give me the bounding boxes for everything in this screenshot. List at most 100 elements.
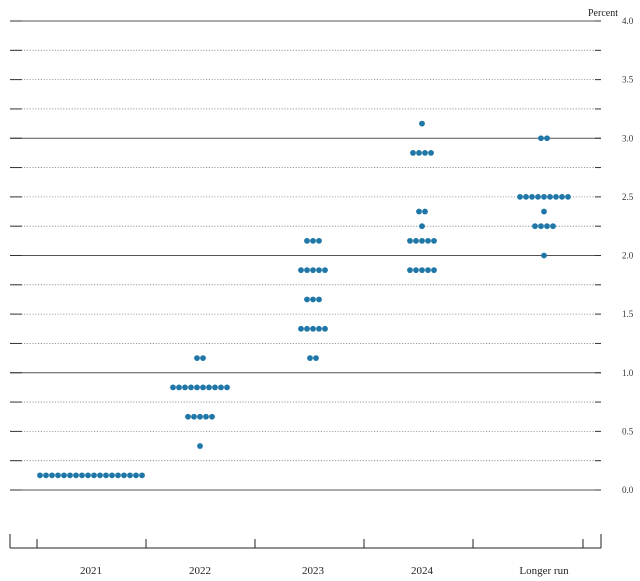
participant-dot <box>425 267 431 274</box>
participant-dot <box>419 237 425 244</box>
y-tick-label: 3.5 <box>622 75 634 85</box>
participant-dot <box>91 472 97 479</box>
participant-dot <box>565 193 571 200</box>
participant-dot <box>298 325 304 332</box>
participant-dot <box>541 193 547 200</box>
participant-dot <box>194 355 200 361</box>
participant-dot <box>413 237 419 244</box>
participant-dot <box>428 150 434 156</box>
x-category-label: 2024 <box>411 565 434 577</box>
participant-dot <box>410 150 416 156</box>
participant-dot <box>121 472 127 479</box>
y-tick-label: 0.5 <box>622 426 634 436</box>
participant-dot <box>535 193 541 200</box>
participant-dot <box>310 237 316 244</box>
participant-dot <box>206 384 212 391</box>
participant-dot <box>170 384 176 391</box>
participant-dot <box>133 472 139 479</box>
y-tick-label: 2.5 <box>622 192 634 202</box>
dot-series <box>37 120 571 479</box>
participant-dot <box>313 355 319 361</box>
participant-dot <box>419 267 425 274</box>
participant-dot <box>425 237 431 244</box>
y-tick-label: 0.0 <box>622 485 634 495</box>
participant-dot <box>553 193 559 200</box>
participant-dot <box>43 472 49 479</box>
x-category-label: 2021 <box>80 565 102 577</box>
participant-dot <box>61 472 67 479</box>
participant-dot <box>310 325 316 332</box>
participant-dot <box>49 472 55 479</box>
participant-dot <box>200 384 206 391</box>
participant-dot <box>431 237 437 244</box>
participant-dot <box>79 472 85 479</box>
participant-dot <box>139 472 145 479</box>
participant-dot <box>188 384 194 391</box>
participant-dot <box>529 193 535 200</box>
participant-dot <box>416 208 422 215</box>
y-tick-label: 4.0 <box>622 16 634 26</box>
participant-dot <box>218 384 224 391</box>
participant-dot <box>419 120 425 127</box>
participant-dot <box>322 325 328 332</box>
participant-dot <box>304 296 310 303</box>
participant-dot <box>407 267 413 274</box>
participant-dot <box>316 237 322 244</box>
participant-dot <box>316 296 322 303</box>
participant-dot <box>422 208 428 215</box>
x-category-label: 2023 <box>302 565 325 577</box>
participant-dot <box>200 355 206 361</box>
y-tick-label: 3.0 <box>622 133 634 143</box>
participant-dot <box>97 472 103 479</box>
participant-dot <box>176 384 182 391</box>
participant-dot <box>37 472 43 479</box>
y-tick-label: 1.0 <box>622 368 634 378</box>
participant-dot <box>185 413 191 420</box>
y-tick-label: 2.0 <box>622 251 634 261</box>
participant-dot <box>538 135 544 142</box>
participant-dot <box>310 296 316 303</box>
participant-dot <box>109 472 115 479</box>
y-axis-unit-label: Percent <box>588 8 618 19</box>
participant-dot <box>103 472 109 479</box>
grid-lines <box>10 20 601 491</box>
participant-dot <box>316 325 322 332</box>
participant-dot <box>197 413 203 420</box>
participant-dot <box>55 472 61 479</box>
participant-dot <box>197 443 203 449</box>
y-tick-label: 1.5 <box>622 309 634 319</box>
participant-dot <box>127 472 133 479</box>
participant-dot <box>310 267 316 274</box>
participant-dot <box>73 472 79 479</box>
participant-dot <box>523 193 529 200</box>
participant-dot <box>115 472 121 479</box>
participant-dot <box>413 267 419 274</box>
participant-dot <box>532 223 538 230</box>
participant-dot <box>67 472 73 479</box>
participant-dot <box>209 413 215 420</box>
participant-dot <box>224 384 230 391</box>
participant-dot <box>541 252 547 259</box>
participant-dot <box>182 384 188 391</box>
participant-dot <box>304 267 310 274</box>
participant-dot <box>194 384 200 391</box>
participant-dot <box>191 413 197 420</box>
y-axis: 0.0 0.5 1.0 1.5 2.0 2.5 3.0 3.5 4.0 <box>10 16 634 495</box>
participant-dot <box>544 223 550 230</box>
participant-dot <box>304 325 310 332</box>
x-axis: 2021 2022 2023 2024 Longer run <box>9 534 602 577</box>
participant-dot <box>550 223 556 230</box>
participant-dot <box>298 267 304 274</box>
participant-dot <box>85 472 91 479</box>
participant-dot <box>538 223 544 230</box>
participant-dot <box>203 413 209 420</box>
x-category-label: 2022 <box>189 565 211 577</box>
participant-dot <box>541 208 547 215</box>
x-category-label: Longer run <box>519 565 569 577</box>
participant-dot <box>307 355 313 361</box>
participant-dot <box>419 223 425 230</box>
participant-dot <box>517 193 523 200</box>
participant-dot <box>416 150 422 156</box>
participant-dot <box>547 193 553 200</box>
